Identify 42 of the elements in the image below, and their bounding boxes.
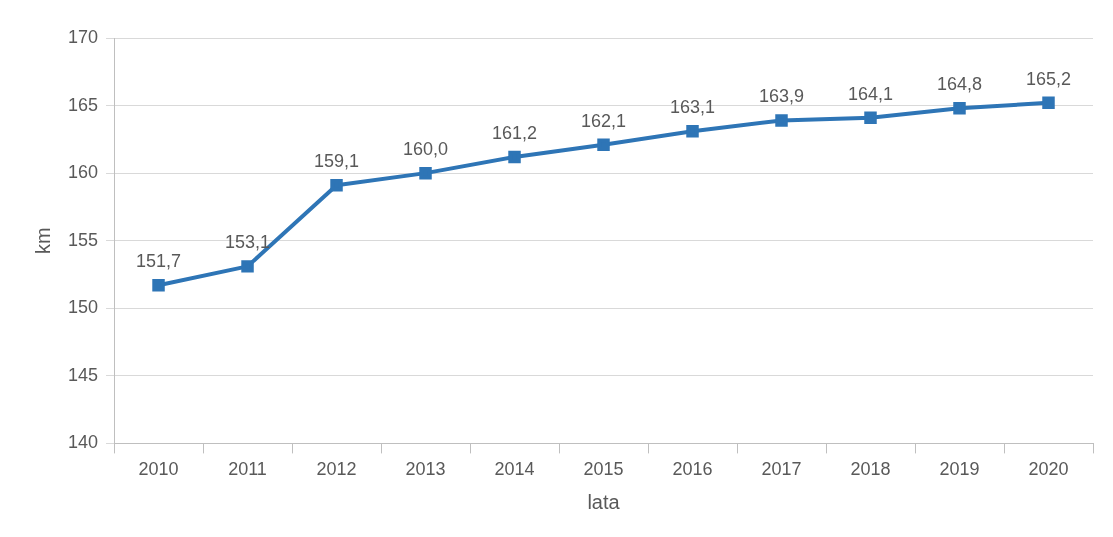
y-tick-label: 145 xyxy=(67,364,99,385)
data-label: 153,1 xyxy=(225,232,271,253)
point xyxy=(1042,96,1055,110)
x-tick-label: 2019 xyxy=(939,459,980,480)
data-label: 164,8 xyxy=(936,74,983,95)
x-tick-label: 2015 xyxy=(583,459,624,480)
y-axis-title: km xyxy=(31,227,54,255)
y-tick-label: 160 xyxy=(67,162,99,183)
y-tick-label: 155 xyxy=(67,229,99,250)
point xyxy=(864,111,877,124)
data-label: 161,2 xyxy=(492,122,538,143)
data-label: 163,1 xyxy=(669,97,716,118)
data-label: 151,7 xyxy=(136,251,182,272)
point xyxy=(241,260,254,273)
point xyxy=(686,125,699,138)
point xyxy=(775,114,788,127)
data-label: 162,1 xyxy=(580,110,627,131)
y-tick-label: 165 xyxy=(67,94,99,115)
x-tick-label: 2013 xyxy=(405,459,446,480)
x-tick-label: 2011 xyxy=(228,459,267,480)
point xyxy=(152,279,165,292)
data-label: 165,2 xyxy=(1025,68,1072,89)
y-tick-label: 150 xyxy=(67,297,99,318)
x-tick-label: 2012 xyxy=(316,459,357,480)
point xyxy=(330,179,343,192)
point xyxy=(419,166,432,180)
x-tick-label: 2010 xyxy=(138,459,179,480)
x-tick-label: 2017 xyxy=(761,459,802,480)
x-tick-label: 2020 xyxy=(1028,459,1069,480)
y-tick-label: 170 xyxy=(67,26,99,47)
y-tick-label: 140 xyxy=(67,432,99,453)
point xyxy=(597,138,610,151)
point xyxy=(953,102,966,115)
data-label: 160,0 xyxy=(403,139,449,160)
x-tick-label: 2014 xyxy=(494,459,535,480)
point xyxy=(508,150,521,164)
data-label: 159,1 xyxy=(314,151,360,172)
data-label: 164,1 xyxy=(847,83,894,104)
data-label: 163,9 xyxy=(758,86,805,107)
x-tick-label: 2016 xyxy=(672,459,713,480)
x-axis-title: lata xyxy=(587,490,621,513)
x-tick-label: 2018 xyxy=(850,459,891,480)
